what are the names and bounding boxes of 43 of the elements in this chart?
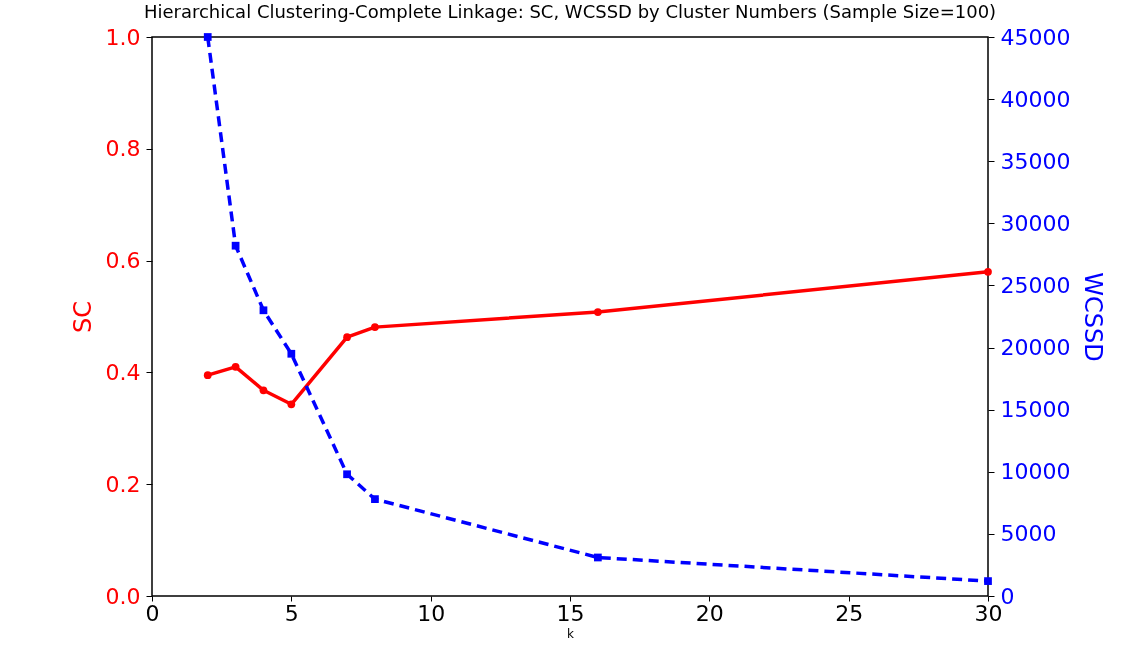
y-tick-label: 0.6 [105,248,141,274]
y-tick-label: 1.0 [105,24,141,50]
y-axis-title: SC [68,301,97,333]
y-tick-label: 0.4 [105,359,141,385]
point [287,349,296,358]
x-tick-label: 30 [974,600,1003,626]
point [343,470,351,479]
y2-tick-label: 5000 [1000,521,1057,547]
point [203,371,212,380]
y2-tick-label: 35000 [1000,148,1071,174]
point [259,306,268,315]
y2-tick-label: 40000 [1000,86,1071,112]
x-tick-label: 5 [284,600,299,626]
x-axis-title: k [567,626,575,641]
point [984,577,992,585]
point [231,241,240,250]
y2-axis-title: WCSSD [1079,272,1108,362]
y2-tick-label: 45000 [1000,24,1071,50]
point [287,400,296,409]
point [593,553,602,562]
y2-tick-label: 30000 [1000,210,1071,236]
point [371,495,379,503]
x-tick-label: 0 [145,600,160,626]
y2-tick-label: 15000 [1000,397,1071,423]
point [343,333,351,342]
y2-tick-label: 10000 [1000,459,1071,485]
point [231,362,240,371]
point [593,308,602,316]
x-tick-label: 25 [835,600,864,626]
x-tick-label: 10 [417,600,446,626]
point [371,323,379,331]
point [203,33,212,41]
point [259,386,268,395]
point [984,267,992,276]
y-tick-label: 0.2 [105,471,141,497]
x-tick-label: 15 [556,600,585,626]
y2-tick-label: 25000 [1000,272,1071,298]
chart-title: Hierarchical Clustering-Complete Linkage: SC, WCSSD by Cluster Numbers (Sample Size=100) [143,1,997,22]
y-tick-label: 0.0 [105,583,141,609]
y2-tick-label: 20000 [1000,335,1071,361]
y-tick-label: 0.8 [105,136,141,162]
x-tick-label: 20 [695,600,724,626]
y2-tick-label: 0 [1000,583,1015,609]
